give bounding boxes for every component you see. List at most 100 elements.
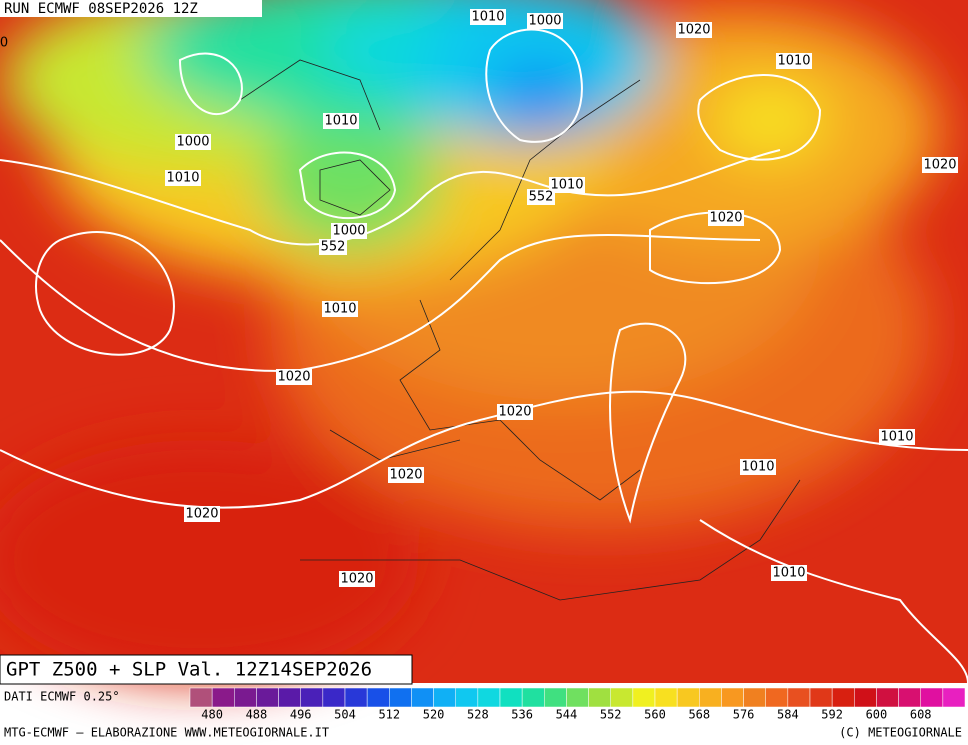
contour-label: 1020 [340, 572, 373, 587]
contour-label: 1010 [777, 54, 810, 69]
color-swatch [366, 687, 390, 708]
colorbar-tick-label: 608 [910, 708, 932, 722]
color-swatch [632, 687, 656, 708]
contour-label: 1010 [550, 178, 583, 193]
color-swatch [787, 687, 811, 708]
colorbar-tick-label: 528 [467, 708, 489, 722]
contour-label-box [322, 301, 358, 317]
contour-label-box [184, 506, 220, 522]
contour-label-box [339, 571, 375, 587]
contour-label-box [165, 170, 201, 186]
run-label: RUN ECMWF 08SEP2026 12Z [4, 1, 198, 17]
color-swatch [477, 687, 501, 708]
contour-label-box [879, 429, 915, 445]
color-swatch [234, 687, 257, 708]
color-swatch [499, 687, 523, 708]
contour-label: 1020 [185, 507, 218, 522]
title-box [0, 654, 413, 685]
color-swatch [322, 687, 346, 708]
contour-label: 552 [321, 240, 346, 255]
contour-label-box [527, 189, 555, 205]
colorbar-tick-label: 544 [556, 708, 578, 722]
color-swatch [544, 687, 567, 708]
colorbar: 480 488 496 504 512 520 528 536 544 552 560 568 576 5… [189, 687, 966, 722]
credit-label: MTG-ECMWF — ELABORAZIONE WWW.METEOGIORNA… [4, 726, 329, 740]
colorbar-tick-label: 536 [511, 708, 533, 722]
color-swatch [433, 687, 456, 708]
contour-label-box [527, 13, 563, 29]
color-swatch [831, 687, 855, 708]
contour-label: 1010 [741, 460, 774, 475]
contour-label-box [740, 459, 776, 475]
color-swatch [743, 687, 766, 708]
contour-label: 0 [0, 36, 8, 51]
colorbar-tick-label: 552 [600, 708, 622, 722]
color-swatch [566, 687, 589, 708]
color-swatch [588, 687, 611, 708]
contour-label-box [708, 210, 744, 226]
contour-label-box [276, 369, 312, 385]
contour-label: 1010 [772, 566, 805, 581]
color-swatch [211, 687, 235, 708]
color-swatch [411, 687, 434, 708]
colorbar-tick-label: 576 [733, 708, 755, 722]
colorbar-tick-label: 488 [246, 708, 268, 722]
color-swatch [278, 687, 301, 708]
colorbar-tick-label: 512 [378, 708, 400, 722]
color-swatch [876, 687, 899, 708]
contour-label: 1020 [677, 23, 710, 38]
color-swatch [942, 687, 966, 708]
contour-label-box [388, 467, 424, 483]
color-swatch [765, 687, 789, 708]
color-swatch [676, 687, 700, 708]
contour-label: 1020 [498, 405, 531, 420]
contour-label: 1010 [324, 114, 357, 129]
color-swatch [455, 687, 479, 708]
colorbar-tick-label: 584 [777, 708, 799, 722]
copyright-label: (C) METEOGIORNALE [839, 726, 962, 740]
contour-label-box [470, 9, 506, 25]
colorbar-tick-label: 568 [688, 708, 710, 722]
contour-label: 1010 [323, 302, 356, 317]
contour-label: 1000 [176, 135, 209, 150]
color-swatch [898, 687, 921, 708]
color-swatch [854, 687, 877, 708]
color-swatch [721, 687, 744, 708]
contour-label-box [676, 22, 712, 38]
contour-label: 1020 [277, 370, 310, 385]
color-swatch [699, 687, 722, 708]
contour-label: 1020 [709, 211, 742, 226]
colorbar-tick-label: 560 [644, 708, 666, 722]
contour-label-box [922, 157, 958, 173]
contour-label-box [497, 404, 533, 420]
colorbar-tick-label: 592 [821, 708, 843, 722]
color-swatch [809, 687, 833, 708]
contour-label: 1010 [880, 430, 913, 445]
color-swatch [189, 687, 213, 708]
color-swatch [654, 687, 678, 708]
contour-label: 1000 [528, 14, 561, 29]
contour-label-box [776, 53, 812, 69]
contour-label: 552 [529, 190, 554, 205]
color-swatch [300, 687, 324, 708]
colorbar-tick-label: 496 [290, 708, 312, 722]
colorbar-tick-label: 600 [866, 708, 888, 722]
contour-label-box [549, 177, 585, 193]
color-swatch [521, 687, 545, 708]
contour-label: 1020 [923, 158, 956, 173]
color-swatch [389, 687, 412, 708]
map-title: GPT Z500 + SLP Val. 12Z14SEP2026 [6, 659, 372, 681]
color-swatch [256, 687, 279, 708]
contour-label-box [331, 223, 367, 239]
header-box [0, 0, 262, 17]
source-label: DATI ECMWF 0.25° [4, 690, 120, 704]
contour-label-box [175, 134, 211, 150]
color-swatch [344, 687, 368, 708]
color-swatch [920, 687, 944, 708]
colorbar-tick-label: 520 [423, 708, 445, 722]
contour-label: 1020 [389, 468, 422, 483]
contour-label: 1000 [332, 224, 365, 239]
colorbar-tick-label: 504 [334, 708, 356, 722]
